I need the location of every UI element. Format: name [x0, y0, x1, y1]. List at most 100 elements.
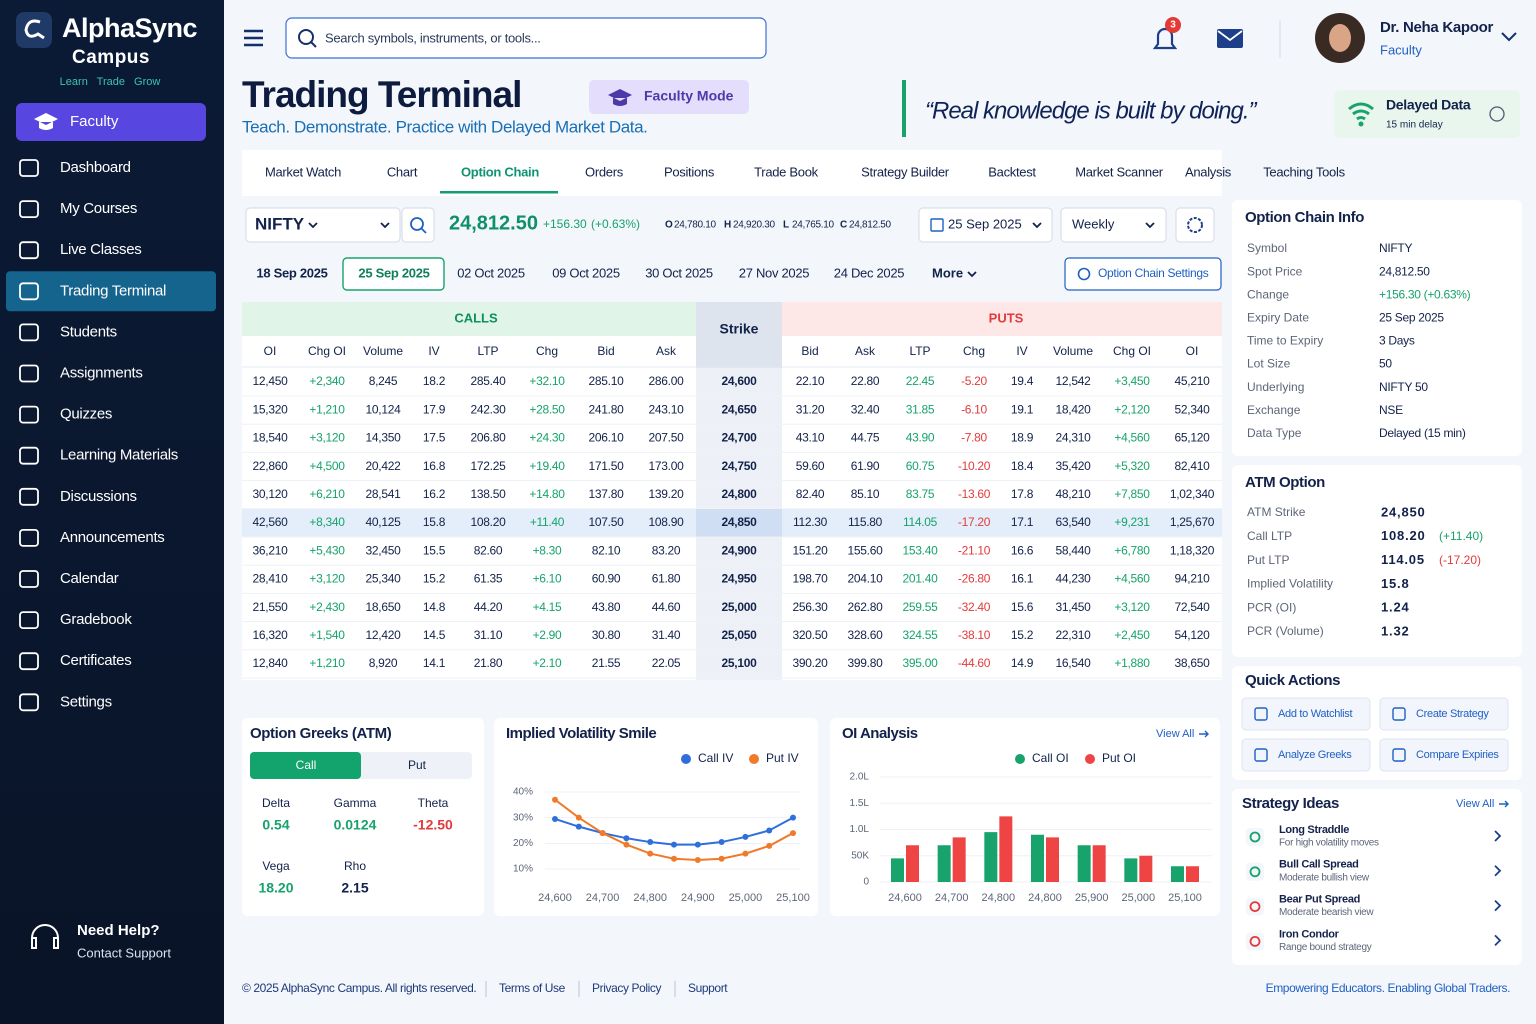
strategy-name[interactable]: Iron Condor [1279, 928, 1340, 940]
table-cell: 31.10 [474, 628, 503, 642]
tab[interactable]: Option Chain [461, 164, 540, 179]
tab[interactable]: Teaching Tools [1263, 164, 1346, 179]
table-cell: 153.40 [903, 543, 939, 557]
tab[interactable]: Analysis [1185, 164, 1232, 179]
table-cell: +3,120 [309, 572, 345, 586]
table-cell: 1,25,670 [1170, 515, 1215, 529]
nav-item[interactable]: Dashboard [60, 159, 131, 176]
tab[interactable]: Orders [585, 164, 624, 179]
nav-item[interactable]: Certificates [60, 652, 132, 669]
expiry-date[interactable]: 30 Oct 2025 [645, 265, 713, 280]
quick-action[interactable] [1241, 697, 1371, 731]
strike-cell: 24,750 [722, 459, 758, 473]
table-cell: -38.10 [958, 628, 991, 642]
settings-button[interactable] [1175, 207, 1215, 243]
search-box[interactable] [285, 17, 767, 59]
expiry-date[interactable]: 09 Oct 2025 [552, 265, 620, 280]
nav-icon [19, 200, 39, 219]
strike-cell: 24,600 [722, 374, 758, 388]
nav-item[interactable]: Trading Terminal [60, 282, 166, 299]
expiry-select[interactable] [918, 207, 1053, 243]
search-placeholder[interactable]: Search symbols, instruments, or tools... [325, 30, 541, 45]
menu-button[interactable] [244, 29, 263, 47]
tab[interactable]: Strategy Builder [861, 164, 950, 179]
view-all[interactable]: View All [1156, 728, 1194, 740]
nav-item[interactable]: My Courses [60, 200, 137, 217]
table-cell: 36,210 [253, 543, 289, 557]
greeks-tab[interactable]: Put [408, 758, 427, 772]
quick-action[interactable] [1241, 738, 1371, 772]
table-cell: 399.80 [848, 656, 884, 670]
atm-label: Implied Volatility [1247, 577, 1333, 591]
expiry-date[interactable]: 18 Sep 2025 [256, 265, 328, 280]
nav-item[interactable]: Live Classes [60, 241, 142, 258]
nav-item[interactable]: Settings [60, 693, 112, 710]
y-tick-label: 50K [851, 850, 869, 861]
info-card [1232, 200, 1522, 456]
help-link[interactable]: Contact Support [77, 945, 171, 960]
table-cell: -5.20 [961, 374, 987, 388]
symbol-select[interactable] [245, 207, 401, 243]
symbol-search[interactable] [401, 207, 435, 243]
user-menu-chevron[interactable] [1501, 32, 1517, 42]
nav-item[interactable]: Quizzes [60, 406, 112, 423]
point [694, 857, 701, 864]
greek-value: 2.15 [341, 880, 368, 896]
footer-link[interactable]: Terms of Use [499, 981, 566, 995]
table-cell: 40,125 [366, 515, 402, 529]
expiry-date[interactable]: 24 Dec 2025 [834, 265, 905, 280]
table-cell: 44.75 [851, 431, 880, 445]
x-tick-label: 25,000 [729, 892, 763, 904]
tab[interactable]: Market Scanner [1075, 164, 1164, 179]
expiry-more[interactable]: More [932, 265, 963, 280]
info-icon[interactable] [1489, 106, 1505, 122]
period-select[interactable] [1060, 207, 1167, 243]
nav-item[interactable]: Learning Materials [60, 447, 178, 464]
mail-icon[interactable] [1217, 29, 1243, 48]
table-cell: 198.70 [793, 572, 829, 586]
expiry-date[interactable]: 25 Sep 2025 [358, 265, 430, 280]
quick-action[interactable] [1379, 738, 1509, 772]
table-cell: -7.80 [961, 431, 987, 445]
nav-item[interactable]: Announcements [60, 529, 165, 546]
search-icon [410, 217, 424, 231]
point [623, 835, 630, 842]
footer-link[interactable]: Privacy Policy [592, 981, 662, 995]
page-subtitle: Teach. Demonstrate. Practice with Delaye… [242, 117, 647, 136]
quick-action[interactable] [1379, 697, 1509, 731]
nav-item[interactable]: Assignments [60, 364, 143, 381]
strategy-name[interactable]: Bull Call Spread [1279, 859, 1359, 871]
tab[interactable]: Trade Book [754, 164, 819, 179]
bar [1077, 845, 1091, 882]
table-cell: 285.40 [471, 374, 507, 388]
y-tick-label: 10% [513, 864, 533, 875]
tab[interactable]: Market Watch [265, 164, 341, 179]
nav-item[interactable]: Gradebook [60, 611, 133, 628]
nav-active[interactable] [6, 271, 216, 312]
tab[interactable]: Chart [387, 164, 418, 179]
tab[interactable]: Positions [664, 164, 715, 179]
nav-item[interactable]: Students [60, 323, 117, 340]
strategy-name[interactable]: Long Straddle [1279, 824, 1350, 836]
bell-icon[interactable] [1152, 27, 1178, 50]
view-all[interactable]: View All [1456, 798, 1494, 810]
y-tick-label: 20% [513, 838, 533, 849]
table-cell: 12,840 [253, 656, 289, 670]
help-icon [31, 924, 59, 949]
table-cell: 16,320 [253, 628, 289, 642]
tab[interactable]: Backtest [988, 164, 1036, 179]
footer-link[interactable]: Support [688, 981, 729, 995]
greeks-tab-active[interactable] [250, 752, 361, 779]
chain-settings-button[interactable] [1064, 257, 1222, 291]
gear-icon [1187, 217, 1203, 233]
strategy-name[interactable]: Bear Put Spread [1279, 894, 1360, 906]
table-cell: +1,880 [1114, 656, 1150, 670]
nav-item[interactable]: Discussions [60, 488, 137, 505]
greeks-tab[interactable]: Call [296, 758, 317, 772]
expiry-date[interactable]: 27 Nov 2025 [739, 265, 810, 280]
role-button[interactable] [16, 103, 206, 141]
nav-item[interactable]: Calendar [60, 570, 119, 587]
quote: “Real knowledge is built by doing.” [925, 97, 1258, 124]
legend-label: Call IV [698, 751, 733, 765]
expiry-date[interactable]: 02 Oct 2025 [457, 265, 525, 280]
